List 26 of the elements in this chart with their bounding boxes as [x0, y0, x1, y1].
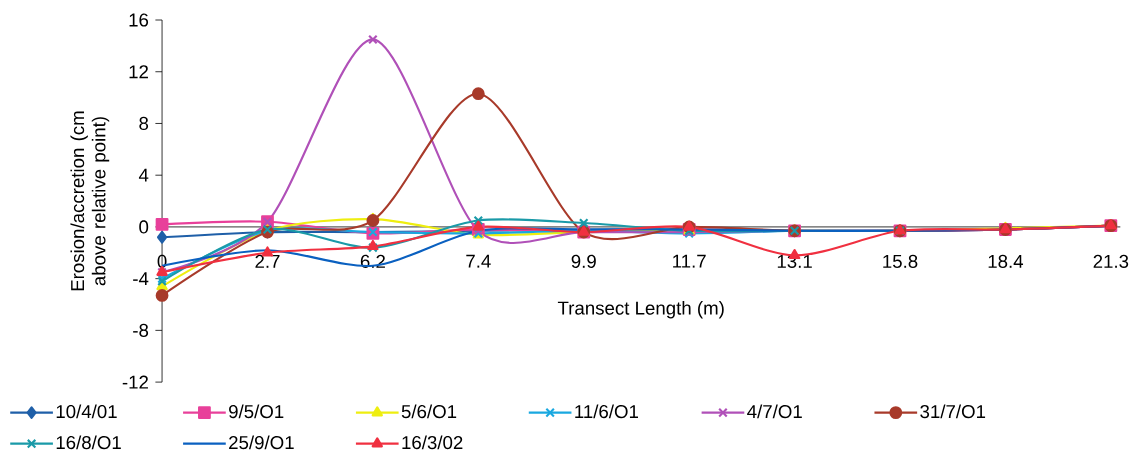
y-tick-label: 16 [129, 13, 149, 27]
legend-label: 31/7/O1 [920, 404, 986, 419]
legend-label: 9/5/O1 [229, 404, 284, 419]
x-tick-label: 11.7 [673, 254, 706, 268]
y-tick-label: 0 [139, 220, 149, 234]
x-tick-label: 21.3 [1093, 254, 1129, 268]
legend-label: 10/4/01 [56, 404, 117, 419]
x-tick-label: 7.4 [466, 254, 491, 268]
x-tick-label: 18.4 [988, 254, 1024, 268]
y-tick-label: 4 [138, 168, 149, 182]
x-tick-label: 9.9 [571, 254, 596, 268]
y-tick-label: -8 [133, 323, 149, 337]
x-tick-label: 2.7 [255, 254, 280, 268]
x-tick-label: 15.8 [883, 254, 918, 268]
legend-label: 16/3/02 [402, 435, 463, 450]
y-tick-label: -4 [133, 272, 149, 286]
y-tick-label: 12 [129, 65, 148, 79]
y-axis-title: Erosion/accretion (cm above relative point) [70, 111, 110, 291]
y-tick-label: -12 [122, 375, 148, 389]
legend-label: 4/7/O1 [747, 404, 802, 419]
y-tick-label: 8 [139, 116, 149, 131]
x-axis-title: Transect Length (m) [557, 300, 724, 319]
legend-label: 25/9/O1 [229, 435, 294, 450]
legend-label: 16/8/O1 [56, 435, 121, 450]
legend-label: 5/6/O1 [401, 404, 457, 419]
legend-label: 11/6/O1 [575, 404, 638, 419]
